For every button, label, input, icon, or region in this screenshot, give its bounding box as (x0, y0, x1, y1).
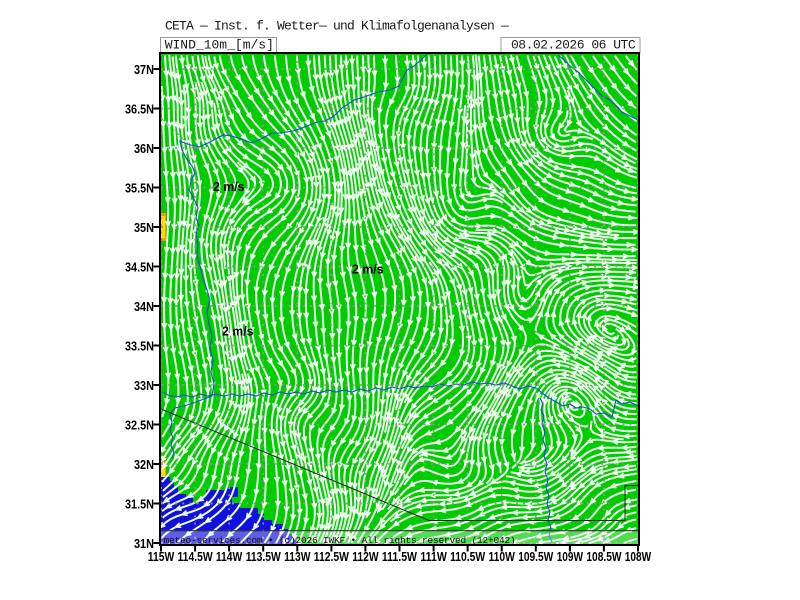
svg-text:110.5W: 110.5W (450, 550, 485, 564)
svg-text:113W: 113W (284, 550, 310, 564)
svg-text:115W: 115W (148, 550, 174, 564)
svg-text:114.5W: 114.5W (178, 550, 213, 564)
svg-text:109.5W: 109.5W (518, 550, 553, 564)
svg-text:2 m/s: 2 m/s (222, 324, 254, 339)
svg-text:112W: 112W (352, 550, 378, 564)
svg-text:114W: 114W (216, 550, 242, 564)
svg-text:31.5N: 31.5N (125, 496, 154, 511)
svg-text:meteo-services.com • (c)2026 I: meteo-services.com • (c)2026 IWKF • All … (164, 535, 516, 546)
svg-text:109W: 109W (557, 550, 583, 564)
svg-text:113.5W: 113.5W (246, 550, 281, 564)
svg-text:36N: 36N (134, 141, 154, 156)
svg-text:34.5N: 34.5N (125, 259, 154, 274)
svg-text:2 m/s: 2 m/s (352, 262, 384, 277)
svg-text:31N: 31N (134, 536, 154, 551)
svg-text:111W: 111W (420, 550, 446, 564)
svg-text:35.5N: 35.5N (125, 180, 154, 195)
svg-text:111.5W: 111.5W (382, 550, 417, 564)
svg-text:34N: 34N (134, 299, 154, 314)
svg-text:WIND_10m_[m/s]: WIND_10m_[m/s] (165, 37, 274, 52)
svg-text:33.5N: 33.5N (125, 338, 154, 353)
svg-text:37N: 37N (134, 62, 154, 77)
svg-text:35N: 35N (134, 220, 154, 235)
svg-text:108W: 108W (625, 550, 651, 564)
svg-text:36.5N: 36.5N (125, 101, 154, 116)
svg-text:108.5W: 108.5W (586, 550, 621, 564)
svg-text:112.5W: 112.5W (314, 550, 349, 564)
svg-text:110W: 110W (489, 550, 515, 564)
svg-text:CETA — Inst. f. Wetter— und Kl: CETA — Inst. f. Wetter— und Klimafolgena… (165, 19, 509, 34)
svg-text:2 m/s: 2 m/s (213, 179, 245, 194)
svg-text:33N: 33N (134, 378, 154, 393)
svg-text:08.02.2026 06 UTC: 08.02.2026 06 UTC (511, 37, 636, 52)
svg-text:32.5N: 32.5N (125, 417, 154, 432)
svg-text:32N: 32N (134, 457, 154, 472)
